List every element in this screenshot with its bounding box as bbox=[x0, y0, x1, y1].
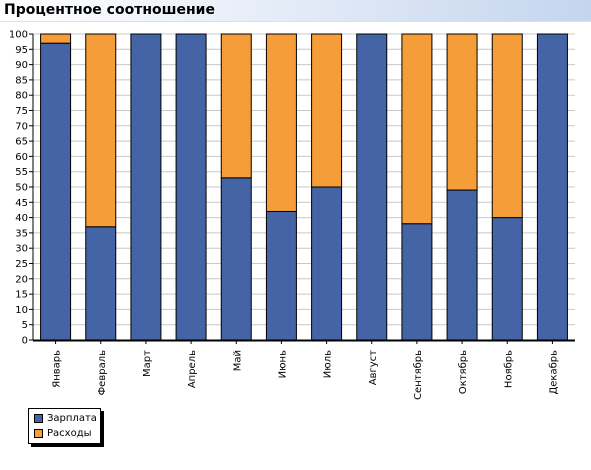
bar-expenses bbox=[446, 33, 478, 191]
legend-item-expenses: Расходы bbox=[34, 426, 100, 441]
bar-salary bbox=[446, 189, 478, 341]
bar-salary bbox=[85, 226, 117, 341]
y-tick-label: 75 bbox=[15, 106, 28, 117]
bar-salary bbox=[130, 33, 162, 341]
y-tick-label: 60 bbox=[15, 152, 28, 163]
x-tick-label: Ноябрь bbox=[503, 350, 514, 388]
x-tick-label: Январь bbox=[52, 350, 63, 388]
y-tick-label: 45 bbox=[15, 198, 28, 209]
bar-salary bbox=[356, 33, 388, 341]
x-tick-label: Февраль bbox=[97, 350, 108, 396]
x-tick-label: Апрель bbox=[187, 350, 198, 388]
bar-salary bbox=[40, 42, 72, 341]
legend-label-salary: Зарплата bbox=[47, 412, 97, 424]
x-tick-label: Сентябрь bbox=[413, 350, 424, 400]
bar-expenses bbox=[85, 33, 117, 228]
bar-salary bbox=[536, 33, 568, 341]
y-tick-label: 10 bbox=[15, 305, 28, 316]
y-tick-label: 25 bbox=[15, 259, 28, 270]
y-tick-label: 70 bbox=[15, 121, 28, 132]
y-tick-label: 20 bbox=[15, 274, 28, 285]
x-tick-label: Июнь bbox=[277, 350, 288, 378]
y-tick-label: 90 bbox=[15, 60, 28, 71]
y-tick-label: 5 bbox=[22, 320, 28, 331]
x-tick-label: Декабрь bbox=[548, 350, 559, 395]
legend-swatch-salary bbox=[34, 414, 43, 423]
legend-label-expenses: Расходы bbox=[47, 427, 92, 439]
x-tick-label: Октябрь bbox=[458, 350, 469, 394]
legend-swatch-expenses bbox=[34, 429, 43, 438]
y-tick-label: 55 bbox=[15, 167, 28, 178]
bar-salary bbox=[491, 217, 523, 341]
x-tick-label: Июль bbox=[323, 350, 334, 378]
bar-expenses bbox=[40, 33, 72, 44]
title-bar: Процентное соотношение bbox=[0, 0, 591, 22]
bar-expenses bbox=[401, 33, 433, 225]
chart-legend: Зарплата Расходы bbox=[28, 408, 101, 444]
bar-expenses bbox=[491, 33, 523, 219]
legend-item-salary: Зарплата bbox=[34, 411, 100, 426]
bar-salary bbox=[311, 186, 343, 341]
y-tick-label: 50 bbox=[15, 183, 28, 194]
y-tick-label: 80 bbox=[15, 91, 28, 102]
bar-salary bbox=[220, 177, 252, 341]
page-title: Процентное соотношение bbox=[4, 2, 215, 18]
y-tick-label: 15 bbox=[15, 290, 28, 301]
y-tick-label: 100 bbox=[9, 30, 28, 41]
bar-salary bbox=[175, 33, 207, 341]
bar-salary bbox=[265, 210, 297, 341]
y-tick-label: 95 bbox=[15, 45, 28, 56]
y-tick-label: 35 bbox=[15, 228, 28, 239]
y-tick-label: 40 bbox=[15, 213, 28, 224]
bar-expenses bbox=[311, 33, 343, 188]
bar-salary bbox=[401, 223, 433, 341]
y-tick-label: 65 bbox=[15, 137, 28, 148]
bar-expenses bbox=[220, 33, 252, 179]
y-tick-label: 85 bbox=[15, 75, 28, 86]
y-tick-label: 30 bbox=[15, 244, 28, 255]
x-tick-label: Август bbox=[368, 350, 379, 385]
x-tick-label: Май bbox=[232, 350, 243, 371]
bar-expenses bbox=[265, 33, 297, 212]
x-tick-label: Март bbox=[142, 350, 153, 377]
y-tick-label: 0 bbox=[22, 336, 28, 347]
